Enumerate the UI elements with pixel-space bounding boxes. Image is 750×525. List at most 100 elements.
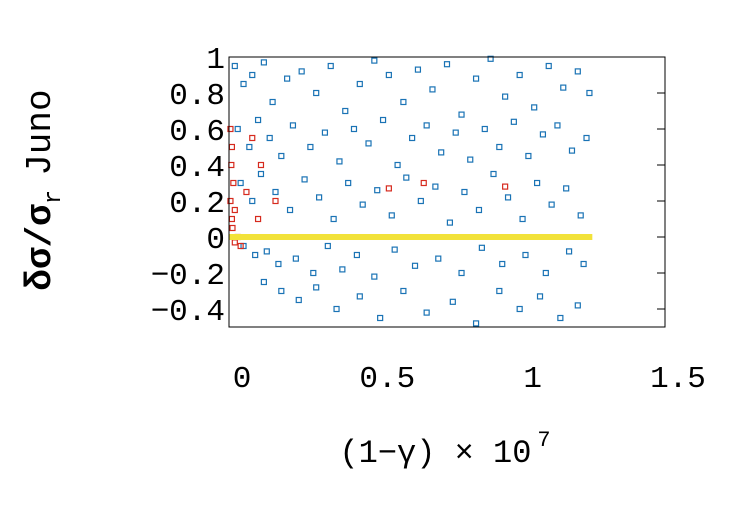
y-tick-label: −0.4 — [151, 295, 225, 330]
point — [254, 215, 262, 223]
point — [504, 194, 512, 201]
point — [237, 179, 244, 187]
point — [330, 215, 337, 223]
point — [475, 206, 483, 214]
point — [490, 170, 497, 178]
point — [278, 152, 285, 160]
point — [400, 98, 407, 106]
point — [227, 197, 234, 205]
point — [458, 269, 465, 277]
point — [499, 260, 506, 268]
plot-frame — [228, 56, 666, 328]
x-tick-label: 0 — [233, 362, 252, 397]
point — [531, 104, 538, 111]
point — [536, 293, 544, 300]
point — [417, 197, 424, 205]
point — [272, 188, 279, 196]
point — [229, 224, 236, 232]
point — [356, 293, 363, 300]
point — [548, 201, 555, 208]
point — [350, 125, 358, 133]
y-tick-label: 0.6 — [169, 115, 225, 150]
y-tick-label: 1 — [206, 43, 225, 78]
point — [394, 161, 401, 169]
point — [574, 302, 581, 309]
point — [583, 134, 590, 142]
point — [266, 134, 273, 142]
point — [580, 260, 587, 268]
point — [409, 134, 416, 142]
y-tick-label: 0.2 — [169, 187, 225, 222]
point — [385, 71, 392, 79]
point — [257, 161, 265, 169]
point — [243, 188, 250, 196]
point — [269, 98, 276, 106]
point — [231, 62, 238, 70]
point — [263, 248, 270, 255]
point — [307, 143, 314, 151]
point — [472, 320, 480, 327]
y-tick-label: −0.2 — [151, 259, 225, 294]
point — [342, 107, 349, 115]
point — [458, 111, 465, 118]
point — [252, 251, 259, 259]
point — [496, 287, 503, 295]
point — [301, 176, 308, 183]
point — [284, 75, 291, 82]
x-tick-label: 0.5 — [359, 362, 415, 397]
point — [472, 75, 480, 82]
point — [542, 269, 549, 277]
point — [249, 134, 256, 142]
point — [353, 251, 360, 259]
point — [420, 179, 427, 187]
point — [423, 122, 430, 129]
point — [487, 55, 494, 62]
point — [298, 68, 305, 75]
point — [228, 215, 236, 223]
point — [234, 125, 241, 133]
point — [286, 206, 294, 214]
point — [400, 287, 407, 295]
point — [246, 143, 253, 151]
point — [365, 140, 372, 147]
point — [449, 298, 456, 305]
point — [333, 305, 340, 313]
point — [310, 269, 317, 277]
point — [275, 260, 282, 268]
y-label-sub: r — [41, 190, 68, 204]
point — [554, 122, 561, 129]
point — [324, 242, 331, 250]
point — [260, 278, 267, 286]
point — [478, 244, 485, 251]
point — [313, 284, 320, 291]
point — [321, 129, 329, 136]
point — [249, 71, 256, 79]
point — [237, 242, 244, 250]
point — [574, 68, 581, 75]
x-label-main: (1−γ) × 10 — [339, 435, 531, 472]
y-axis-label: δσ/σr Juno — [20, 89, 68, 290]
point — [560, 84, 567, 91]
point — [502, 183, 509, 190]
point — [374, 187, 381, 194]
point — [371, 57, 378, 64]
point — [403, 174, 410, 181]
point — [388, 212, 395, 219]
point — [249, 197, 256, 205]
point — [356, 80, 363, 88]
point — [557, 314, 564, 322]
point — [391, 246, 398, 253]
point — [289, 122, 297, 129]
point — [272, 197, 279, 205]
point — [260, 59, 267, 66]
point — [371, 273, 378, 280]
point — [443, 61, 451, 68]
point — [423, 309, 430, 316]
point — [539, 131, 547, 138]
point — [545, 62, 552, 70]
point — [429, 86, 436, 93]
point — [438, 149, 445, 156]
point — [379, 116, 387, 124]
point — [339, 266, 346, 273]
